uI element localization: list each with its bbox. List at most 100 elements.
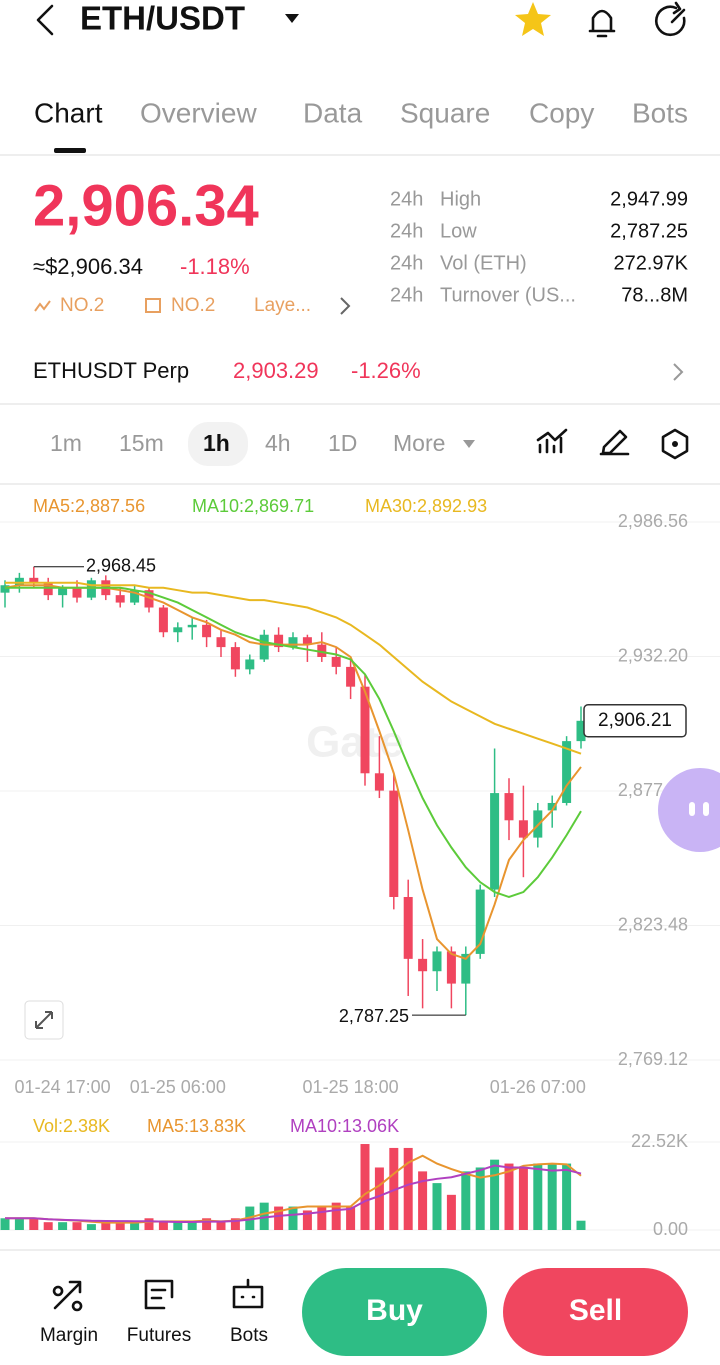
ma-legend: MA5:2,887.56	[33, 496, 145, 516]
back-icon[interactable]	[36, 4, 54, 36]
volume-legend: MA5:13.83K	[147, 1116, 246, 1136]
bell-icon[interactable]	[588, 9, 616, 38]
stat-period: 24h	[390, 252, 423, 274]
indicator-icon[interactable]	[536, 428, 568, 454]
sell-button[interactable]	[503, 1268, 688, 1356]
volume-bar	[0, 1218, 10, 1230]
volume-bar	[72, 1222, 82, 1230]
candle-body	[518, 820, 528, 838]
candle-body	[547, 802, 557, 811]
x-tick-label: 01-25 18:00	[303, 1077, 399, 1097]
nav-label[interactable]: Bots	[230, 1325, 268, 1346]
volume-bar	[187, 1222, 197, 1230]
interval[interactable]: 1D	[328, 430, 357, 456]
sector-badge[interactable]: Laye...	[254, 295, 311, 316]
nav-label[interactable]: Futures	[127, 1325, 191, 1346]
stat-name: Turnover (US...	[440, 284, 576, 306]
sell-label[interactable]: Sell	[569, 1294, 622, 1327]
candle-body	[389, 790, 399, 897]
rank-badge[interactable]: NO.2	[171, 295, 215, 316]
volume-bar	[374, 1167, 384, 1230]
interval[interactable]: 15m	[119, 430, 164, 456]
tab[interactable]: Square	[400, 97, 490, 128]
settings-icon[interactable]	[661, 428, 689, 460]
candle-body	[418, 958, 428, 972]
candle-body	[14, 577, 24, 586]
volume-bar	[475, 1167, 485, 1230]
volume-bar	[576, 1220, 586, 1230]
volume-bar	[14, 1218, 24, 1230]
volume-bar	[302, 1210, 312, 1230]
interval-selected-bg	[188, 422, 248, 466]
interval[interactable]: More	[393, 430, 445, 456]
x-tick-label: 01-24 17:00	[15, 1077, 111, 1097]
price-change: -1.18%	[180, 254, 250, 279]
nav-label[interactable]: Margin	[40, 1325, 98, 1346]
perp-price: 2,903.29	[233, 358, 319, 383]
low-label: 2,787.25	[339, 1006, 409, 1026]
last-price: 2,906.34	[33, 173, 259, 238]
bots-icon[interactable]	[232, 1278, 264, 1309]
tab[interactable]: Overview	[140, 97, 257, 128]
x-tick-label: 01-25 06:00	[130, 1077, 226, 1097]
tab[interactable]: Chart	[34, 97, 103, 128]
candle-body	[446, 951, 456, 984]
candle-body	[0, 585, 10, 593]
volume-bar	[346, 1206, 356, 1230]
share-icon[interactable]	[654, 1, 686, 37]
y-tick-label: 2,823.48	[618, 914, 688, 934]
volume-bar	[86, 1224, 96, 1230]
watermark: Gate	[306, 718, 404, 767]
candle-body	[317, 644, 327, 657]
tab[interactable]: Copy	[529, 97, 594, 128]
volume-bar	[418, 1171, 428, 1230]
volume-bar	[216, 1222, 226, 1230]
favorite-icon[interactable]	[515, 2, 551, 36]
high-label: 2,968.45	[86, 556, 156, 576]
candle-body	[576, 720, 586, 742]
volume-tick-label: 22.52K	[631, 1131, 688, 1151]
volume-legend: MA10:13.06K	[290, 1116, 399, 1136]
perp-name[interactable]: ETHUSDT Perp	[33, 358, 189, 383]
candle-body	[562, 741, 572, 803]
pair-title[interactable]: ETH/USDT	[80, 0, 245, 37]
candle-body	[432, 951, 442, 972]
candle-body	[130, 590, 140, 603]
margin-icon[interactable]	[52, 1280, 83, 1312]
buy-button[interactable]	[302, 1268, 487, 1356]
volume-bar	[101, 1222, 111, 1230]
perp-change: -1.26%	[351, 358, 421, 383]
rank-badge[interactable]: NO.2	[60, 295, 104, 316]
expand-icon	[35, 1011, 53, 1029]
volume-bar	[173, 1222, 183, 1230]
interval[interactable]: 1h	[203, 430, 230, 456]
dropdown-icon[interactable]	[463, 440, 475, 448]
volume-bar	[403, 1147, 413, 1230]
dropdown-icon[interactable]	[285, 14, 299, 23]
interval[interactable]: 4h	[265, 430, 291, 456]
y-tick-label: 2,769.12	[618, 1049, 688, 1069]
chevron[interactable]	[340, 297, 351, 315]
tab[interactable]: Bots	[632, 97, 688, 128]
interval[interactable]: 1m	[50, 430, 82, 456]
volume-bar	[490, 1159, 500, 1230]
volume-bar	[331, 1202, 341, 1230]
stat-name: High	[440, 188, 481, 210]
volume-bar	[274, 1206, 284, 1230]
chevron[interactable]	[673, 363, 684, 381]
volume-bar	[29, 1218, 39, 1230]
candle-body	[187, 624, 197, 628]
volume-tick-label: 0.00	[653, 1219, 688, 1239]
volume-ma-line	[5, 1164, 582, 1223]
volume-bar	[230, 1218, 240, 1230]
tab[interactable]: Data	[303, 97, 363, 128]
rank-icon	[145, 298, 161, 313]
candle-body	[173, 627, 183, 633]
volume-bar	[432, 1183, 442, 1230]
candle-body	[461, 953, 471, 984]
draw-icon[interactable]	[599, 429, 630, 456]
candle-body	[58, 587, 68, 596]
futures-icon[interactable]	[144, 1279, 174, 1310]
buy-label[interactable]: Buy	[366, 1294, 423, 1327]
volume-ma-line	[5, 1154, 582, 1224]
